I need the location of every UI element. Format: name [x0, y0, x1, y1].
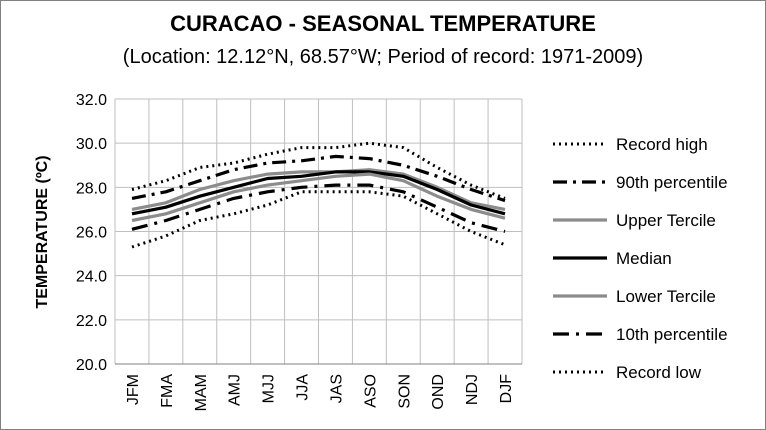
- x-tick-label: FMA: [159, 374, 176, 408]
- legend-label: Lower Tercile: [616, 287, 716, 306]
- x-tick-label: ASO: [362, 374, 379, 408]
- legend-label: Record high: [616, 135, 708, 154]
- legend-label: 90th percentile: [616, 173, 728, 192]
- series-line-record-high: [131, 141, 506, 200]
- legend-label: Upper Tercile: [616, 211, 716, 230]
- y-tick-label: 20.0: [76, 357, 107, 374]
- x-tick-label: JJA: [295, 374, 312, 401]
- legend: Record high 90th percentile Upper Tercile M…: [553, 135, 728, 382]
- x-tick-label: JAS: [328, 374, 345, 403]
- chart-subtitle: (Location: 12.12°N, 68.57°W; Period of r…: [123, 46, 643, 68]
- x-tick-label: NDJ: [464, 374, 481, 405]
- x-axis-ticks: JFM FMA MAM AMJ MJJ JJA JAS ASO SON OND NDJ DJF: [125, 374, 515, 412]
- series-line-lower-tercile: [131, 172, 506, 223]
- y-tick-label: 32.0: [76, 92, 107, 109]
- legend-label: Median: [616, 249, 672, 268]
- legend-label: Record low: [616, 363, 702, 382]
- x-tick-label: MJJ: [261, 374, 278, 403]
- y-tick-label: 30.0: [76, 136, 107, 153]
- series-lines: [131, 141, 506, 249]
- y-tick-label: 22.0: [76, 313, 107, 330]
- legend-label: 10th percentile: [616, 325, 728, 344]
- x-tick-label: JFM: [125, 374, 142, 405]
- x-tick-label: MAM: [193, 374, 210, 411]
- series-line-record-low: [131, 190, 506, 249]
- x-tick-label: DJF: [498, 374, 515, 404]
- y-axis-label: TEMPERATURE (ºC): [34, 155, 51, 308]
- x-tick-label: AMJ: [227, 374, 244, 406]
- x-tick-label: SON: [396, 374, 413, 409]
- series-line-upper-tercile: [131, 168, 506, 211]
- y-tick-label: 24.0: [76, 269, 107, 286]
- y-tick-label: 28.0: [76, 180, 107, 197]
- chart-title: CURACAO - SEASONAL TEMPERATURE: [170, 11, 596, 36]
- x-tick-label: OND: [430, 374, 447, 410]
- series-line-median: [131, 170, 506, 216]
- y-axis-ticks: 20.0 22.0 24.0 26.0 28.0 30.0 32.0: [76, 92, 107, 374]
- series-line-10th-percentile: [131, 183, 506, 234]
- series-line-90th-percentile: [131, 154, 506, 203]
- gridlines: [114, 98, 523, 365]
- y-tick-label: 26.0: [76, 225, 107, 242]
